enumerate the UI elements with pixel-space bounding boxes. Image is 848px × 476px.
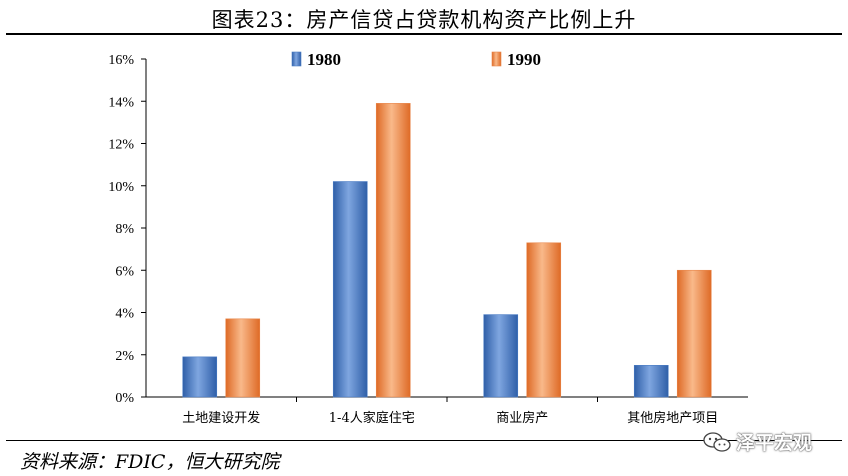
y-tick-label: 8% [115, 222, 134, 237]
source-note: 资料来源：FDIC，恒大研究院 [20, 451, 280, 473]
y-tick-label: 10% [108, 180, 134, 195]
bar-1980-1 [182, 356, 218, 398]
wechat-icon [703, 431, 731, 452]
y-tick-label: 2% [115, 349, 134, 364]
bar-chart: 0% 2% 4% 6% 8% 10% 12% 14% 16% 土地建设开发 1-4人家庭住宅 商业房产… [108, 50, 748, 426]
legend-label-1990: 1990 [507, 50, 541, 69]
y-tick-label: 16% [108, 53, 134, 68]
footer-rule [6, 440, 842, 441]
legend-swatch-1980 [291, 51, 302, 67]
bar-1980-3 [483, 314, 519, 398]
x-tick-label: 1-4人家庭住宅 [329, 410, 415, 426]
bar-1990-2 [375, 103, 411, 398]
x-tick-label: 商业房产 [496, 410, 548, 426]
bar-1990-3 [526, 242, 562, 398]
bars [182, 103, 712, 398]
chart-title: 图表23：房产信贷占贷款机构资产比例上升 [211, 8, 637, 32]
legend: 1980 1990 [291, 50, 541, 69]
y-tick-label: 6% [115, 264, 134, 279]
legend-swatch-1990 [491, 51, 502, 67]
bar-1980-4 [633, 365, 669, 398]
watermark-text: 泽平宏观 [736, 432, 813, 454]
bar-1990-4 [676, 269, 712, 398]
y-tick-label: 12% [108, 138, 134, 153]
y-tick-label: 0% [115, 391, 134, 406]
watermark: 泽平宏观 [702, 428, 812, 455]
bar-1980-2 [332, 181, 368, 398]
legend-label-1980: 1980 [307, 50, 341, 69]
title-rule [6, 33, 842, 35]
y-tick-label: 4% [115, 307, 134, 322]
bar-1990-1 [225, 318, 261, 398]
x-tick-label: 其他房地产项目 [627, 410, 718, 426]
x-tick-label: 土地建设开发 [182, 410, 260, 426]
y-tick-label: 14% [108, 95, 134, 110]
